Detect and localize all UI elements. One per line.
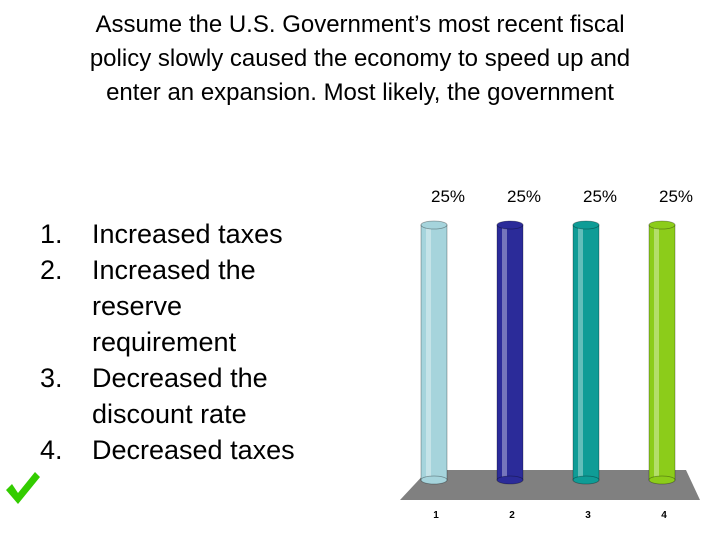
bar-base [420, 475, 448, 485]
response-bar-chart: 25% 1 25% 2 25% 3 25% 4 [400, 187, 700, 521]
category-label: 4 [661, 510, 667, 521]
answer-option-4: 4. Decreased taxes [40, 432, 400, 468]
bar-base [572, 475, 600, 485]
bar-highlight [502, 228, 507, 477]
data-label: 25% [431, 187, 465, 206]
answer-number: 4. [40, 435, 63, 465]
bar-base [648, 475, 676, 485]
answer-text: Decreased the [92, 363, 268, 393]
answer-text: discount rate [92, 399, 247, 429]
answer-text: Increased taxes [92, 219, 283, 249]
chart-floor [400, 470, 700, 500]
category-label: 1 [433, 510, 439, 521]
answer-number: 3. [40, 363, 63, 393]
bar-top [572, 220, 600, 230]
bar-top [496, 220, 524, 230]
bar-highlight [426, 228, 431, 477]
bar [496, 224, 524, 481]
answer-text: reserve [92, 291, 183, 321]
answer-text: Decreased taxes [92, 435, 295, 465]
data-label: 25% [507, 187, 541, 206]
answer-option-2: 2. Increased the reserve requirement [40, 252, 400, 360]
data-label: 25% [659, 187, 693, 206]
answer-list: 1. Increased taxes 2. Increased the rese… [40, 216, 400, 468]
answer-text: Increased the [92, 255, 256, 285]
bar [420, 224, 448, 481]
answer-number: 1. [40, 219, 63, 249]
answer-option-3: 3. Decreased the discount rate [40, 360, 400, 432]
checkmark-icon [6, 472, 40, 504]
category-label: 2 [509, 510, 515, 521]
bar [648, 224, 676, 481]
question-line: policy slowly caused the economy to spee… [89, 45, 631, 72]
bar-base [496, 475, 524, 485]
answer-option-1: 1. Increased taxes [40, 216, 400, 252]
bar-highlight [654, 228, 659, 477]
question-text: Assume the U.S. Government’s most recent… [20, 8, 700, 110]
bar-highlight [578, 228, 583, 477]
bar-top [648, 220, 676, 230]
answer-number: 2. [40, 255, 63, 285]
category-label: 3 [585, 510, 591, 521]
question-line: Assume the U.S. Government’s most recent… [95, 11, 625, 38]
question-line: enter an expansion. Most likely, the gov… [106, 79, 614, 106]
answer-text: requirement [92, 327, 237, 357]
bar [572, 224, 600, 481]
data-label: 25% [583, 187, 617, 206]
bar-top [420, 220, 448, 230]
